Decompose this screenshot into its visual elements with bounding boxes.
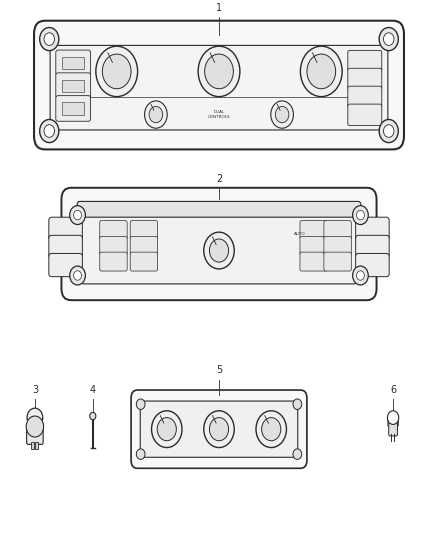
Circle shape [293,399,302,409]
Text: 2: 2 [216,174,222,183]
Circle shape [27,408,43,427]
FancyBboxPatch shape [324,252,351,271]
Text: 1: 1 [216,3,222,13]
Circle shape [157,418,177,441]
FancyBboxPatch shape [389,422,397,436]
Circle shape [357,271,364,280]
Circle shape [384,125,394,138]
Circle shape [152,411,182,448]
FancyBboxPatch shape [130,252,158,271]
Circle shape [70,266,85,285]
Circle shape [209,418,229,441]
Text: DUAL
CONTROLS: DUAL CONTROLS [208,110,230,119]
Circle shape [74,211,81,220]
FancyBboxPatch shape [356,235,389,259]
Circle shape [149,107,162,123]
FancyBboxPatch shape [131,390,307,469]
Bar [62,56,84,69]
Circle shape [300,46,342,96]
Circle shape [136,399,145,409]
FancyBboxPatch shape [348,68,382,90]
Circle shape [205,54,233,88]
Text: 6: 6 [390,385,396,395]
Text: AUTO: AUTO [294,232,305,236]
Circle shape [307,54,336,88]
Circle shape [353,206,368,224]
Circle shape [204,232,234,269]
FancyBboxPatch shape [50,45,388,130]
FancyBboxPatch shape [324,236,351,255]
Circle shape [357,211,364,220]
Bar [35,442,39,449]
Text: 3: 3 [32,385,38,395]
Circle shape [353,266,368,285]
Circle shape [379,28,398,51]
FancyBboxPatch shape [100,221,127,239]
FancyBboxPatch shape [81,217,357,284]
FancyBboxPatch shape [388,417,398,426]
FancyBboxPatch shape [300,252,327,271]
FancyBboxPatch shape [49,253,82,277]
FancyBboxPatch shape [324,221,351,239]
FancyBboxPatch shape [140,401,298,457]
Circle shape [256,411,286,448]
Circle shape [276,107,289,123]
FancyBboxPatch shape [348,104,382,126]
FancyBboxPatch shape [56,50,91,76]
FancyBboxPatch shape [348,86,382,108]
FancyBboxPatch shape [356,253,389,277]
FancyBboxPatch shape [61,188,377,300]
FancyBboxPatch shape [27,425,43,445]
Circle shape [388,411,399,424]
Circle shape [261,418,281,441]
FancyBboxPatch shape [130,221,158,239]
Circle shape [44,125,54,138]
Circle shape [96,46,138,96]
Circle shape [40,119,59,143]
Bar [62,102,84,115]
FancyBboxPatch shape [100,236,127,255]
Circle shape [145,101,167,128]
FancyBboxPatch shape [300,221,327,239]
Circle shape [74,271,81,280]
Circle shape [90,413,96,419]
Circle shape [198,46,240,96]
Circle shape [271,101,293,128]
Circle shape [204,411,234,448]
Bar [32,442,35,449]
FancyBboxPatch shape [356,217,389,240]
FancyBboxPatch shape [49,217,82,240]
Circle shape [26,416,44,437]
FancyBboxPatch shape [77,201,361,221]
Circle shape [44,33,54,45]
FancyBboxPatch shape [56,95,91,122]
Circle shape [40,28,59,51]
Bar [62,79,84,92]
FancyBboxPatch shape [300,236,327,255]
Circle shape [384,33,394,45]
Circle shape [70,206,85,224]
Circle shape [379,119,398,143]
FancyBboxPatch shape [34,21,404,149]
Circle shape [209,239,229,262]
Text: 4: 4 [90,385,96,395]
FancyBboxPatch shape [348,51,382,72]
Text: 5: 5 [216,365,222,375]
FancyBboxPatch shape [130,236,158,255]
Circle shape [136,449,145,459]
Circle shape [293,449,302,459]
FancyBboxPatch shape [100,252,127,271]
FancyBboxPatch shape [49,235,82,259]
FancyBboxPatch shape [56,73,91,99]
Circle shape [102,54,131,88]
